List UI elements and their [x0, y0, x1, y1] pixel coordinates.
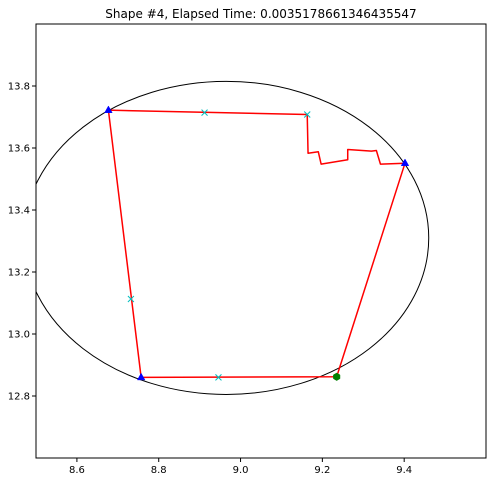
y-tick-label: 13.4: [8, 206, 30, 217]
midpoint-x-marker: [201, 109, 208, 117]
x-tick-label: 9.0: [233, 465, 249, 476]
y-tick-label: 13.8: [8, 82, 30, 93]
midpoint-x-stroke: [201, 109, 208, 117]
x-tick-label: 9.4: [396, 465, 412, 476]
midpoint-x-stroke: [127, 295, 135, 303]
plot-content: [36, 80, 430, 395]
y-tick-label: 13.2: [8, 268, 30, 279]
x-tick-label: 9.2: [314, 465, 330, 476]
axes-layer: 8.6 8.8 9.0 9.2 9.4 12.8 13.0 13.2 13.4 13.6 13.8: [8, 23, 487, 476]
shape-outline-line: [107, 109, 406, 379]
midpoint-x-marker: [303, 111, 311, 118]
plot-frame: [35, 23, 487, 459]
midpoint-x-marker: [215, 374, 222, 381]
midpoint-x-stroke: [303, 111, 311, 118]
y-tick-label: 12.8: [8, 392, 30, 403]
plot-area: [36, 80, 430, 395]
chart-title: Shape #4, Elapsed Time: 0.00351786613464…: [105, 7, 416, 21]
x-tick-label: 8.6: [69, 465, 85, 476]
fitted-ellipse: [36, 80, 430, 395]
midpoint-x-stroke: [215, 374, 222, 381]
y-tick-label: 13.6: [8, 144, 30, 155]
corner-triangle-marker: [104, 105, 113, 113]
midpoint-x-marker: [127, 295, 135, 303]
y-tick-label: 13.0: [8, 330, 30, 341]
corner-triangle-marker: [400, 158, 410, 166]
start-hexagon-marker: [333, 372, 341, 381]
corner-triangle-marker: [136, 372, 146, 381]
x-tick-label: 8.8: [151, 465, 167, 476]
